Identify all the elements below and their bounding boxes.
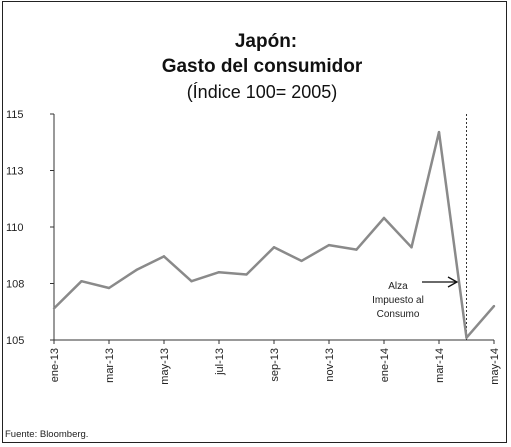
series-points — [52, 130, 496, 339]
y-tick-label: 115 — [6, 109, 24, 121]
y-ticks: 105 108 110 113 115 — [6, 109, 54, 347]
x-tick-label: nov-13 — [324, 348, 336, 382]
x-tick-label: ene-14 — [379, 348, 391, 382]
annotation-line3: Consumo — [377, 309, 420, 320]
chart-subtitle: (Índice 100= 2005) — [187, 82, 338, 102]
x-ticks: ene-13 mar-13 may-13 jul-13 sep-13 nov-13 ene-… — [49, 340, 501, 385]
data-point — [217, 271, 221, 274]
y-tick-label: 105 — [6, 335, 24, 347]
annotation-line2: Impuesto al — [372, 295, 424, 306]
chart-title-line2: Gasto del consumidor — [162, 56, 363, 77]
y-tick-label: 110 — [6, 222, 24, 234]
data-point — [190, 280, 193, 283]
x-tick-label: mar-13 — [104, 348, 116, 383]
data-point — [492, 304, 496, 308]
y-tick-label: 108 — [6, 279, 24, 291]
y-tick-label: 113 — [6, 166, 24, 178]
data-point — [135, 268, 138, 272]
source-note: Fuente: Bloomberg. — [5, 429, 88, 440]
chart-frame — [2, 1, 507, 443]
x-tick-label: may-14 — [489, 348, 501, 385]
consumer-spending-series-line — [53, 130, 495, 339]
data-point — [382, 216, 386, 220]
data-point — [52, 307, 56, 310]
data-point — [272, 246, 276, 249]
chart-title-line1: Japón: — [235, 31, 297, 52]
x-tick-label: jul-13 — [214, 348, 226, 376]
annotation-arrowhead-icon — [447, 276, 459, 288]
data-point — [465, 336, 468, 339]
x-tick-label: ene-13 — [49, 348, 61, 382]
x-tick-label: sep-13 — [269, 348, 281, 382]
data-point — [327, 243, 331, 247]
data-point — [245, 273, 248, 276]
data-point — [410, 246, 413, 249]
data-point — [437, 130, 441, 134]
x-tick-label: may-13 — [159, 348, 171, 385]
annotation-line1: Alza — [388, 281, 408, 292]
data-point — [80, 280, 83, 283]
data-point — [162, 255, 166, 258]
tax-increase-annotation: Alza Impuesto al Consumo — [372, 276, 459, 320]
data-point — [300, 259, 303, 263]
x-tick-label: mar-14 — [434, 348, 446, 383]
data-point — [355, 248, 358, 251]
data-point — [107, 286, 111, 290]
